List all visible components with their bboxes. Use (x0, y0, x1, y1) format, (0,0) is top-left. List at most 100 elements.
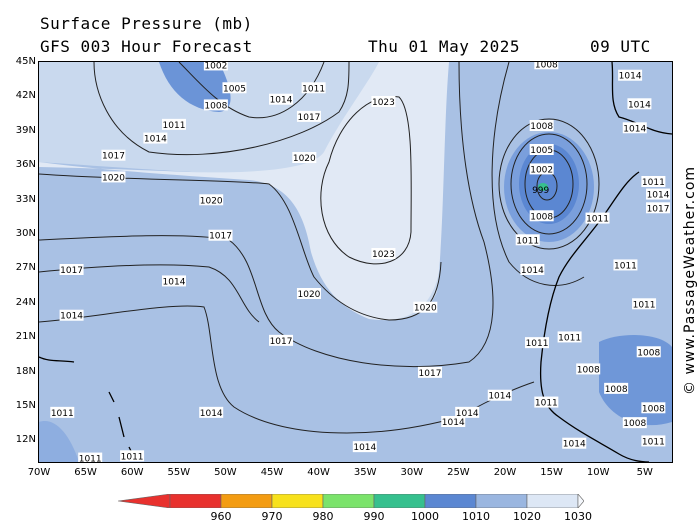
isobar-label: 1014 (487, 389, 512, 402)
site-credit: © www.PassageWeather.com (682, 165, 698, 395)
colorbar-label: 1030 (564, 510, 592, 523)
isobar-label-bg (529, 120, 554, 131)
isobar-label-text: 1017 (270, 337, 293, 347)
isobar-label: 1017 (208, 229, 233, 242)
isobar-label-bg (557, 331, 582, 343)
isobar-label-text: 1017 (102, 152, 125, 162)
isobar-label: 1008 (641, 402, 666, 414)
colorbar-label: 980 (312, 510, 334, 523)
lat-tick-label: 21N (15, 331, 36, 343)
isobar-label-bg (101, 149, 126, 161)
isobar-label-text: 1014 (623, 124, 646, 134)
isobar-label-bg (515, 234, 540, 246)
colorbar-cell (271, 494, 324, 508)
isobar-label-text: 1020 (414, 304, 437, 314)
isobar-label-text: 1011 (642, 178, 665, 188)
isobar-label: 1020 (101, 171, 126, 183)
isobar-label-text: 1008 (642, 404, 665, 414)
isobar-label-bg (199, 406, 224, 418)
isobar-label-text: 1014 (60, 312, 83, 322)
lat-tick-label: 24N (15, 296, 36, 308)
pressure-colorbar (118, 494, 584, 508)
forecast-time: 09 UTC (590, 37, 651, 56)
isobar-label-text: 1020 (293, 154, 316, 164)
lat-tick-label: 18N (15, 365, 36, 377)
isobar-label-bg (59, 264, 84, 275)
isobar-label: 1023 (371, 96, 396, 108)
chart-title: Surface Pressure (mb) (40, 14, 253, 33)
lon-tick-label: 35W (353, 467, 377, 478)
colorbar-label: 1000 (411, 510, 439, 523)
lon-tick-label: 15W (540, 467, 563, 478)
isobar-label-text: 1008 (637, 348, 660, 358)
lon-tick-label: 25W (447, 467, 470, 478)
lon-tick-label: 70W (27, 467, 51, 478)
isobar-label-bg (613, 259, 638, 271)
isobar-label: 1014 (143, 132, 168, 145)
isobar-label-bg (618, 69, 643, 81)
isobar-label-bg (562, 437, 587, 449)
isobar-label: 1017 (646, 202, 671, 214)
isobar-label-bg (641, 176, 666, 187)
isobar-label-text: 1014 (353, 443, 376, 453)
isobar-label: 1008 (604, 382, 629, 395)
isobar-label-text: 1014 (563, 440, 586, 450)
isobar-label-text: 1017 (209, 232, 232, 242)
isobar-label-text: 1023 (372, 98, 395, 108)
isobar-label-bg (371, 248, 396, 259)
isobar (38, 173, 442, 321)
lon-tick-label: 60W (120, 467, 144, 478)
isobar-label-bg (604, 382, 629, 394)
isobar-label-text: 1014 (270, 96, 293, 106)
isobar-label-bg (120, 450, 145, 462)
isobar-label-text: 1005 (530, 146, 553, 156)
forecast-date: Thu 01 May 2025 (368, 37, 520, 56)
isobar-label: 1014 (618, 69, 643, 82)
colorbar-cell (169, 494, 222, 508)
isobar-label-text: 1008 (605, 385, 628, 395)
isobar-label-bg (352, 441, 377, 453)
isobar (38, 61, 494, 368)
isobar-label: 1008 (636, 346, 661, 358)
isobar-label: 1014 (161, 275, 186, 287)
pressure-map: 1002 1005 1008 1011 1014 1017 1011 1014 1017 1020… (38, 58, 673, 465)
isobar-label-bg (371, 96, 396, 107)
isobar-label-text: 1011 (121, 452, 144, 462)
isobar-label-bg (161, 118, 186, 130)
isobar-label: 1011 (557, 331, 582, 343)
colorbar-cell (526, 494, 579, 508)
isobar-label: 1008 (529, 120, 554, 132)
lat-tick-label: 45N (15, 56, 36, 67)
colorbar-label: 1010 (462, 510, 490, 523)
isobar-label-text: 1011 (642, 437, 665, 447)
colorbar-cells (118, 494, 584, 508)
colorbar-cell (220, 494, 273, 508)
isobar-label-text: 1005 (223, 84, 246, 94)
isobar-label: 1002 (529, 163, 554, 175)
isobar-label-text: 1014 (521, 266, 544, 276)
isobar (498, 118, 600, 250)
isobar-label-text: 1011 (302, 84, 325, 94)
isobar-label-bg (534, 58, 559, 70)
isobar-label-bg (222, 82, 247, 94)
isobar-label-bg (292, 152, 317, 163)
isobar-label-text: 1011 (51, 409, 74, 419)
isobar-label: 1023 (371, 248, 396, 260)
isobar (93, 61, 350, 156)
isobar-label-text: 1011 (79, 455, 102, 462)
isobar-label-text: 1008 (535, 62, 558, 70)
forecast-subtitle: GFS 003 Hour Forecast (40, 37, 253, 56)
lon-tick-label: 50W (214, 467, 237, 478)
isobar-label-bg (641, 435, 666, 447)
lon-tick-label: 45W (260, 467, 284, 478)
isobar-label-bg (576, 363, 601, 375)
isobar-label: 1014 (520, 264, 545, 276)
isobar-label-text: 1011 (586, 215, 609, 225)
isobar-label: 1020 (413, 301, 438, 314)
isobar-label-bg (50, 406, 75, 418)
isobar-label-bg (646, 188, 671, 200)
isobar-label-bg (301, 82, 326, 94)
isobar-label-bg (627, 98, 652, 110)
isobar-label-bg (525, 337, 550, 349)
isobar-label: 1014 (441, 416, 466, 428)
